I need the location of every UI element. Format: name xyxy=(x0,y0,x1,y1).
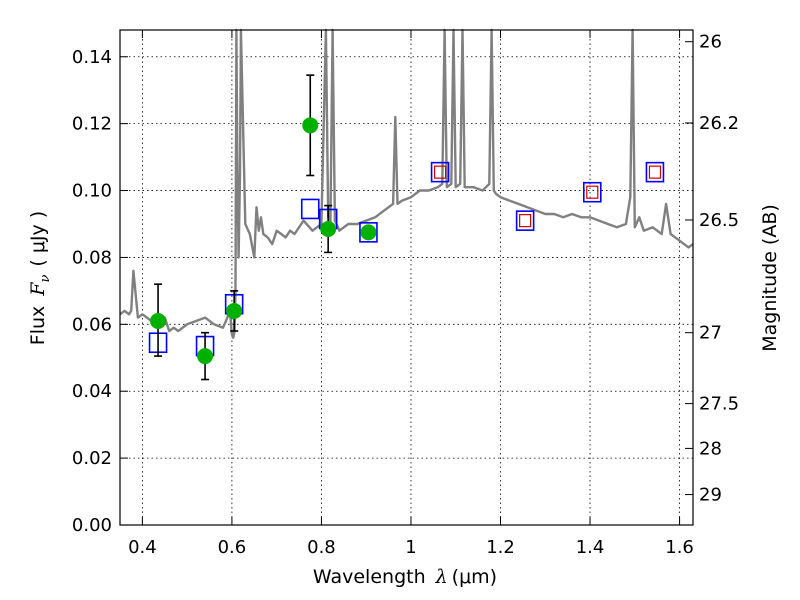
x-tick-label: 0.8 xyxy=(307,537,336,558)
y-tick-label: 0.14 xyxy=(72,47,112,68)
y2-tick-label: 27.5 xyxy=(699,394,739,415)
model-square xyxy=(300,198,320,220)
points-layer xyxy=(148,74,665,381)
x-tick-label: 1.4 xyxy=(576,537,605,558)
y-tick-label: 0.02 xyxy=(72,448,112,469)
model-square xyxy=(582,181,602,203)
y2-tick-label: 26 xyxy=(699,32,722,53)
y-axis-title: FluxFν( μJy ) xyxy=(27,211,53,345)
model-square xyxy=(430,161,450,183)
limit-square xyxy=(519,214,532,228)
model-square xyxy=(359,222,378,243)
x-tick-label: 1.2 xyxy=(486,537,515,558)
x-tick-label: 1 xyxy=(405,537,416,558)
y2-tick-label: 27 xyxy=(699,323,722,344)
ticks-layer xyxy=(120,30,693,526)
plot-frame xyxy=(119,29,694,526)
observed-point xyxy=(150,312,167,329)
x-tick-label: 0.6 xyxy=(218,537,247,558)
y-tick-label: 0.08 xyxy=(72,247,112,268)
y-tick-label: 0.12 xyxy=(72,114,112,135)
x-tick-label: 1.6 xyxy=(665,537,694,558)
grid xyxy=(120,30,693,525)
y2-axis-title: Magnitude (AB) xyxy=(759,204,781,352)
model-square xyxy=(515,210,535,231)
observed-point xyxy=(226,302,243,319)
y-tick-label: 0.00 xyxy=(72,515,112,536)
y2-tick-label: 28 xyxy=(699,438,722,459)
y2-tick-label: 29 xyxy=(699,485,722,506)
y2-tick-label: 26.2 xyxy=(699,113,739,134)
y-tick-label: 0.10 xyxy=(72,181,112,202)
spectrum-layer xyxy=(119,28,694,339)
tick-labels: 0.4 0.6 0.8 1 1.2 1.4 1.6 0.00 0.02 0.04 0.06 0.08 0… xyxy=(72,32,739,558)
y2-tick-label: 26.5 xyxy=(699,210,739,231)
limit-square xyxy=(433,165,447,179)
observed-point xyxy=(320,221,337,238)
limit-square xyxy=(586,185,599,199)
y-tick-label: 0.04 xyxy=(72,381,112,402)
x-tick-label: 0.4 xyxy=(128,537,157,558)
observed-point xyxy=(302,117,319,134)
x-axis-title: Wavelength λ (μm) xyxy=(313,566,497,588)
model-square xyxy=(645,161,665,183)
observed-point xyxy=(360,224,377,241)
observed-point xyxy=(197,348,214,365)
limit-square xyxy=(648,165,662,179)
y-tick-label: 0.06 xyxy=(72,314,112,335)
spectrum-line xyxy=(119,28,694,339)
